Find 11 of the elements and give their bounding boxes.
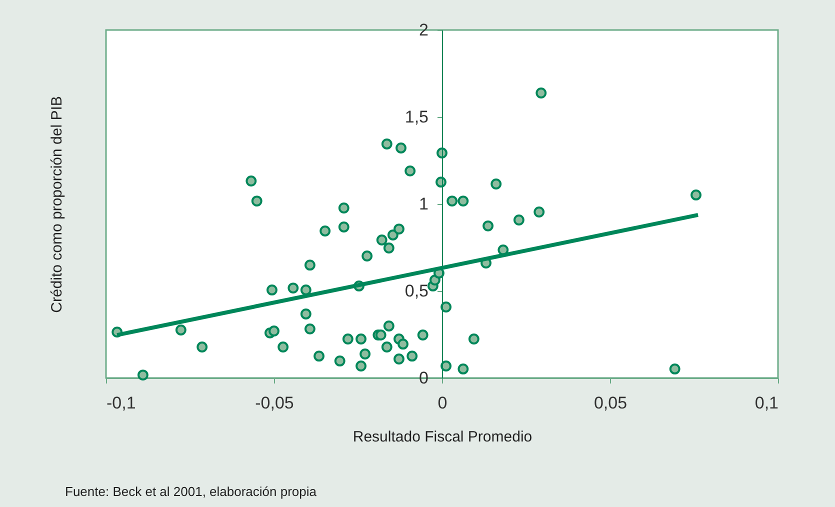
y-tick-label: 1,5 bbox=[404, 108, 428, 126]
x-tick-label: 0 bbox=[438, 394, 448, 412]
y-tick-label: 0,5 bbox=[404, 282, 428, 300]
x-tick-label: 0,05 bbox=[594, 394, 628, 412]
x-tick-label: -0,05 bbox=[255, 394, 294, 412]
x-axis-title: Resultado Fiscal Promedio bbox=[352, 428, 532, 446]
y-tick-label: 1 bbox=[419, 194, 428, 214]
x-tick-label: 0,1 bbox=[754, 394, 778, 412]
y-axis-title: Crédito como proporción del PIB bbox=[48, 96, 66, 313]
source-note: Fuente: Beck et al 2001, elaboración propia bbox=[65, 484, 317, 499]
x-tick-label: -0,1 bbox=[106, 394, 136, 412]
